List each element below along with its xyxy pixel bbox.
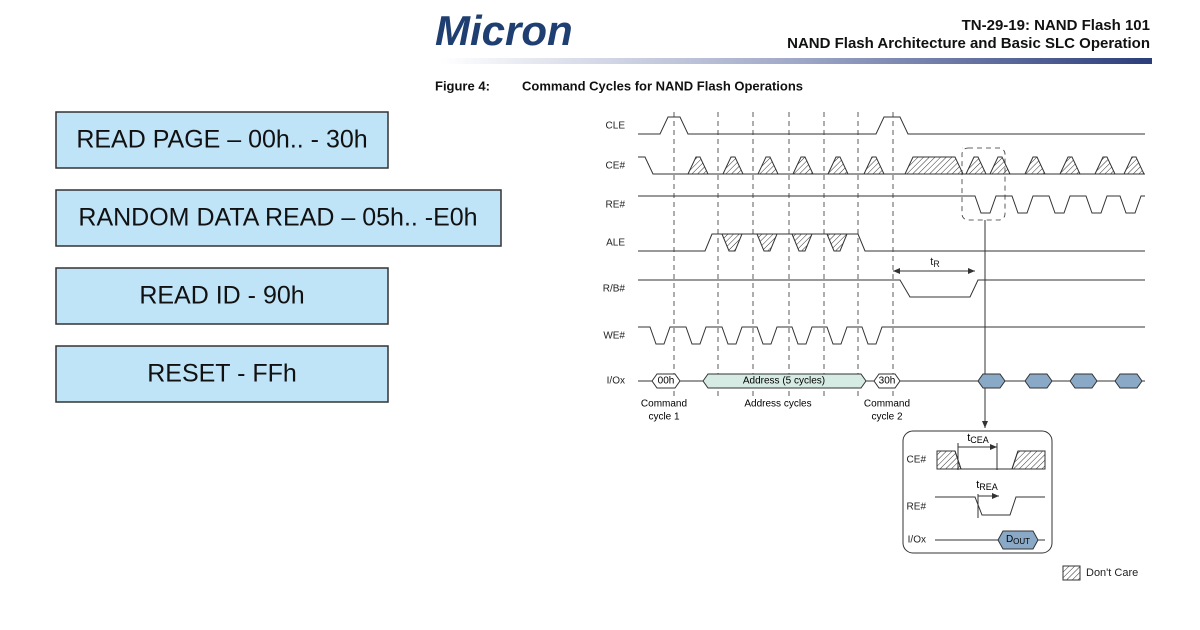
dont-care-region xyxy=(756,233,778,252)
tr-label: tR xyxy=(930,256,940,269)
command-text: READ PAGE – 00h.. - 30h xyxy=(76,126,367,154)
dont-care-region xyxy=(863,156,885,175)
d-sub: OUT xyxy=(1013,537,1030,546)
bus-hex xyxy=(977,373,1006,389)
logo: Micron xyxy=(435,7,573,54)
bus-hex xyxy=(1069,373,1098,389)
legend-label: Don't Care xyxy=(1086,567,1138,579)
dout-hex xyxy=(997,530,1039,550)
trea-label: tREA xyxy=(976,479,998,492)
dont-care-region xyxy=(1024,156,1046,175)
dont-care-region xyxy=(1059,156,1081,175)
signal-label: CLE xyxy=(606,121,626,132)
doc-id: TN-29-19: NAND Flash 101 xyxy=(962,17,1150,34)
dont-care-region xyxy=(827,156,849,175)
command-box xyxy=(55,267,389,325)
rb-wave xyxy=(638,279,1145,298)
t-symbol: t xyxy=(930,256,933,268)
dont-care-region xyxy=(965,156,987,175)
signal-label: RE# xyxy=(606,200,626,211)
signal-label: WE# xyxy=(603,331,625,342)
waveforms xyxy=(638,112,1145,428)
inset-re-wave xyxy=(935,496,1045,516)
bus-label: 30h xyxy=(879,376,896,387)
dont-care-region xyxy=(826,233,848,252)
cycle-label: Command xyxy=(641,399,687,410)
doc-title: NAND Flash Architecture and Basic SLC Op… xyxy=(787,35,1150,52)
signal-label: CE# xyxy=(606,161,626,172)
d-symbol: D xyxy=(1006,534,1013,545)
we-wave xyxy=(638,326,1145,345)
header-bar xyxy=(440,58,1152,64)
t-sub: REA xyxy=(979,482,998,492)
inset: CE# RE# I/Ox tCEA tREA DOUT xyxy=(902,430,1053,554)
inset-signal: RE# xyxy=(907,502,927,513)
t-sub: CEA xyxy=(970,435,989,445)
dont-care-region xyxy=(721,233,743,252)
ce-wave xyxy=(638,156,1145,175)
inset-signal: I/Ox xyxy=(908,535,926,546)
dont-care-region xyxy=(722,156,744,175)
bus-hex xyxy=(1114,373,1143,389)
command-boxes: READ PAGE – 00h.. - 30h RANDOM DATA READ… xyxy=(55,111,502,403)
inset-signal: CE# xyxy=(907,455,927,466)
dont-care-region xyxy=(1011,450,1046,470)
bus-label: 00h xyxy=(658,376,675,387)
bus-hex xyxy=(702,373,867,389)
dont-care-region xyxy=(757,156,779,175)
command-box xyxy=(55,189,502,247)
cycle-label: Command xyxy=(864,399,910,410)
dont-care-region xyxy=(687,156,709,175)
t-symbol: t xyxy=(967,432,970,444)
dont-care-region xyxy=(989,156,1011,175)
legend-swatch xyxy=(1062,565,1081,581)
bus-hex xyxy=(651,373,681,389)
t-sub: R xyxy=(933,259,940,269)
dont-care-region xyxy=(791,233,813,252)
dont-care-region xyxy=(1094,156,1116,175)
cle-wave xyxy=(638,116,1145,135)
t-symbol: t xyxy=(976,479,979,491)
re-wave xyxy=(638,195,1145,214)
dont-care-region xyxy=(792,156,814,175)
ale-wave xyxy=(638,233,1145,252)
dout-label: DOUT xyxy=(1006,534,1030,546)
dont-care-region xyxy=(904,156,964,175)
bus-hex xyxy=(873,373,901,389)
command-text: RESET - FFh xyxy=(147,360,297,388)
command-box xyxy=(55,111,389,169)
command-box xyxy=(55,345,389,403)
tcea-label: tCEA xyxy=(967,432,989,445)
cycle-label: cycle 2 xyxy=(871,412,903,423)
cycle-label: Address cycles xyxy=(744,399,811,410)
figure-title: Command Cycles for NAND Flash Operations xyxy=(522,78,803,93)
command-text: RANDOM DATA READ – 05h.. -E0h xyxy=(78,204,477,232)
cycle-label: cycle 1 xyxy=(648,412,680,423)
signal-labels: CLE CE# RE# ALE R/B# WE# I/Ox xyxy=(603,121,626,387)
bus-label: Address (5 cycles) xyxy=(743,376,825,387)
signal-label: ALE xyxy=(606,238,625,249)
signal-label: R/B# xyxy=(603,284,626,295)
dont-care-region xyxy=(1123,156,1145,175)
command-text: READ ID - 90h xyxy=(139,282,304,310)
bus-hex xyxy=(1024,373,1053,389)
signal-label: I/Ox xyxy=(607,376,625,387)
figure-label: Figure 4: xyxy=(435,78,490,93)
